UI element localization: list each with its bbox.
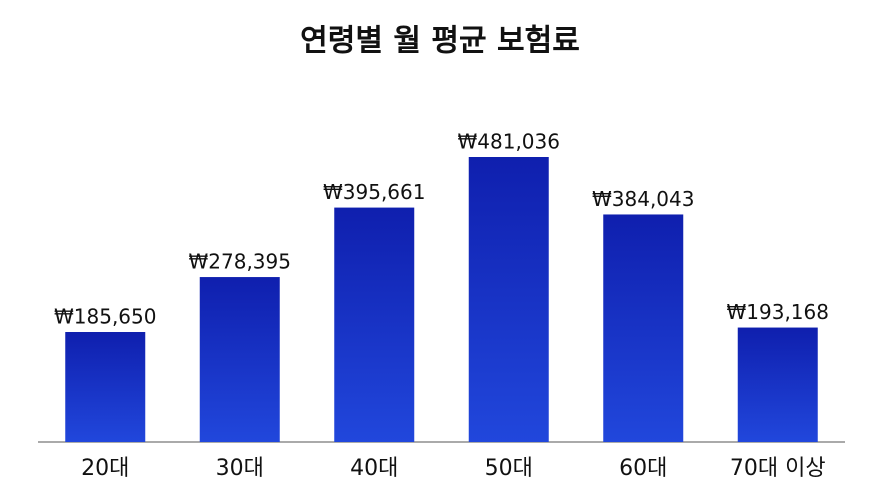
value-label: ₩193,168 xyxy=(727,300,829,324)
bar xyxy=(468,157,549,442)
x-tick-label: 60대 xyxy=(619,456,667,481)
value-label: ₩278,395 xyxy=(189,250,291,274)
x-tick-label: 50대 xyxy=(485,456,533,481)
value-label: ₩481,036 xyxy=(458,130,560,154)
bar xyxy=(603,214,684,442)
x-tick-label: 30대 xyxy=(216,456,264,481)
bar xyxy=(334,207,415,442)
value-label: ₩395,661 xyxy=(323,180,425,204)
x-tick-label: 20대 xyxy=(81,456,129,481)
bar xyxy=(65,332,146,442)
chart-title: 연령별 월 평균 보험료 xyxy=(300,24,580,59)
bar xyxy=(199,277,280,442)
bar xyxy=(737,327,818,442)
value-label: ₩185,650 xyxy=(54,305,156,329)
value-label: ₩384,043 xyxy=(592,187,694,211)
x-tick-label: 40대 xyxy=(350,456,398,481)
x-tick-label: 70대 이상 xyxy=(730,456,826,481)
